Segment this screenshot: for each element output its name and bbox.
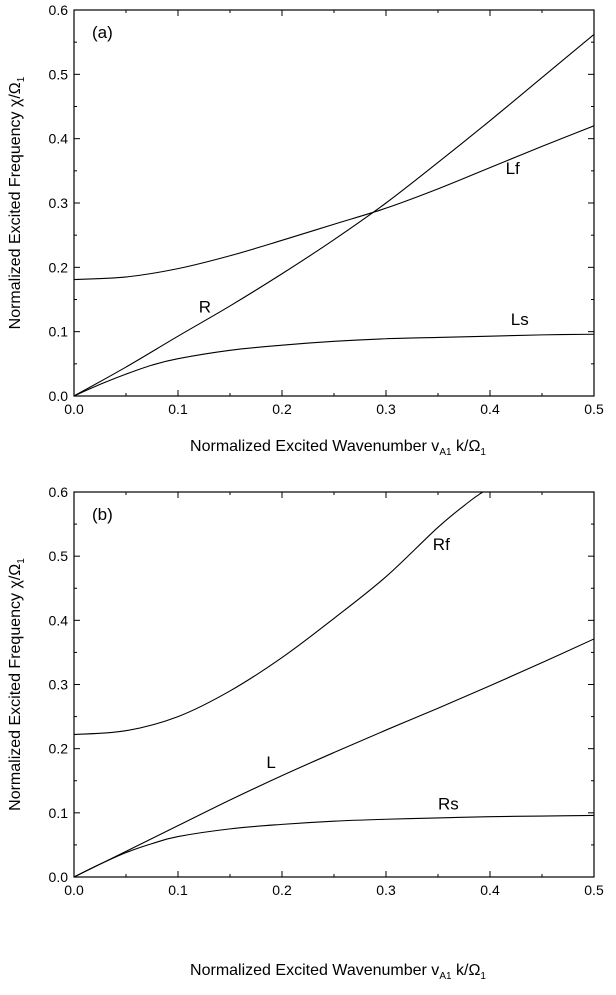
series-line-Rf [74, 492, 484, 736]
panel-label: (a) [92, 23, 113, 42]
x-tick-label: 0.1 [168, 882, 188, 898]
series-label-Rf: Rf [433, 535, 450, 554]
x-tick-label: 0.3 [376, 401, 396, 417]
series-line-R [74, 34, 594, 396]
x-axis-title: Normalized Excited Wavenumber vA1​ k/Ω1​ [190, 438, 486, 458]
series-line-L [74, 638, 594, 877]
series-label-Ls: Ls [511, 310, 529, 329]
y-axis-title: Normalized Excited Frequency χ/Ω1​ [7, 558, 27, 811]
panel-label: (b) [92, 505, 113, 524]
panel-a: 0.0 0.1 0.2 0.3 0.4 0.5 0.0 0.1 0.2 0.3 0.4 0.5 0.6 R… [7, 2, 604, 458]
series-line-Ls [74, 333, 594, 396]
plot-frame [73, 491, 595, 878]
x-tick-label: 0.0 [64, 882, 84, 898]
y-tick-label: 0.6 [49, 2, 69, 18]
y-tick-label: 0.1 [49, 805, 69, 821]
panel-b: 0.0 0.1 0.2 0.3 0.4 0.5 0.0 0.1 0.2 0.3 0.4 0.5 0.6 R… [7, 484, 604, 982]
y-tick-label: 0.3 [49, 195, 69, 211]
x-tick-label: 0.4 [480, 401, 500, 417]
y-tick-label: 0.4 [49, 612, 69, 628]
y-tick-label: 0.6 [49, 484, 69, 500]
y-tick-label: 0.0 [49, 869, 69, 885]
y-tick-label: 0.2 [49, 741, 69, 757]
series-line-Rs [74, 814, 594, 877]
y-tick-label: 0.4 [49, 131, 69, 147]
x-tick-label: 0.5 [584, 882, 604, 898]
y-tick-label: 0.0 [49, 388, 69, 404]
y-tick-label: 0.2 [49, 259, 69, 275]
x-tick-label: 0.4 [480, 882, 500, 898]
y-tick-label: 0.5 [49, 548, 69, 564]
series-label-Rs: Rs [438, 795, 459, 814]
x-tick-label: 0.5 [584, 401, 604, 417]
plot-frame [73, 9, 595, 397]
x-tick-label: 0.2 [272, 401, 292, 417]
series-label-Lf: Lf [506, 159, 520, 178]
series-line-Lf [74, 125, 594, 281]
x-tick-label: 0.2 [272, 882, 292, 898]
x-tick-label: 0.3 [376, 882, 396, 898]
y-tick-label: 0.1 [49, 324, 69, 340]
x-tick-label: 0.0 [64, 401, 84, 417]
y-axis-title: Normalized Excited Frequency χ/Ω1​ [7, 76, 27, 329]
series-label-R: R [199, 297, 211, 316]
x-axis-title: Normalized Excited Wavenumber vA1​ k/Ω1​ [190, 962, 486, 982]
x-tick-label: 0.1 [168, 401, 188, 417]
series-label-L: L [266, 753, 275, 772]
y-tick-label: 0.3 [49, 677, 69, 693]
y-tick-label: 0.5 [49, 66, 69, 82]
